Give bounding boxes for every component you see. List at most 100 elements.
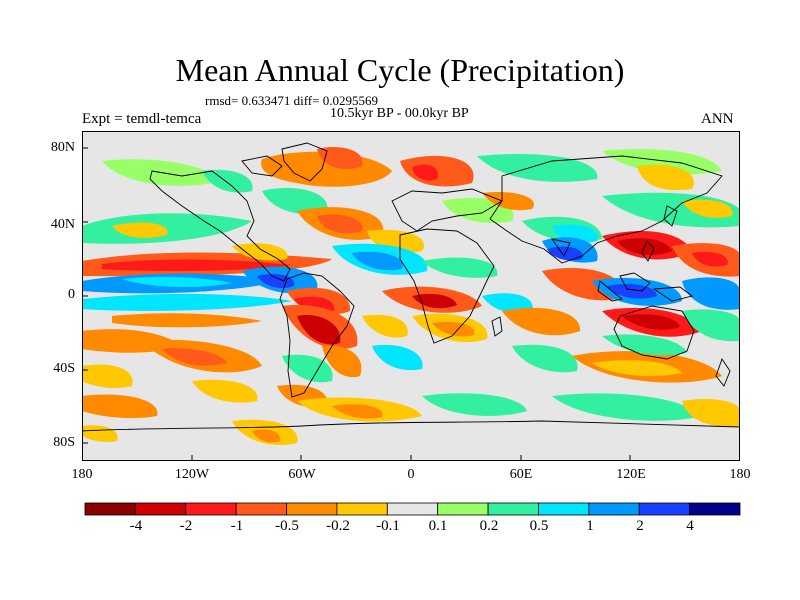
colorbar-box	[588, 502, 640, 516]
anomaly-patch	[552, 393, 702, 421]
anomaly-patch	[602, 149, 722, 175]
coastline-borneo	[619, 272, 651, 292]
anomaly-patch	[82, 425, 118, 442]
anomaly-patch	[682, 309, 740, 342]
colorbar-label: -1	[230, 518, 244, 534]
colorbar-label: 0.2	[479, 518, 499, 534]
anomaly-patch	[422, 257, 498, 278]
anomaly-patch	[682, 199, 733, 218]
lon-label-60w: 60W	[288, 467, 316, 482]
colorbar-boxes	[84, 502, 741, 516]
coastline-antarctica	[82, 420, 740, 432]
map-frame	[82, 131, 740, 461]
colorbar-label: -0.2	[326, 518, 350, 534]
anomaly-patch	[162, 348, 227, 366]
anomaly-patch	[362, 314, 408, 338]
anomaly-patch	[607, 284, 657, 299]
anomaly-patch	[592, 360, 682, 376]
anomaly-patch	[192, 379, 258, 403]
colorbar-label: -0.5	[275, 518, 299, 534]
colorbar-box	[84, 502, 136, 516]
anomaly-patch	[322, 345, 362, 378]
anomaly-patch	[112, 222, 168, 238]
colorbar-box	[336, 502, 388, 516]
anomaly-patch	[332, 404, 383, 419]
colorbar-box	[487, 502, 539, 516]
coastline-madagascar	[491, 316, 503, 337]
period-line: 10.5kyr BP - 00.0kyr BP	[330, 106, 469, 121]
anomaly-patch	[352, 251, 403, 271]
colorbar-box	[134, 502, 187, 516]
coastline-greenland	[281, 142, 328, 182]
experiment-label: Expt = temdl-temca	[82, 111, 202, 127]
anomaly-patch	[82, 364, 133, 389]
anomaly-patch	[252, 429, 281, 443]
anomaly-patch	[82, 293, 292, 311]
colorbar-box	[689, 502, 741, 516]
colorbar-label: 1	[586, 518, 594, 534]
anomaly-patch	[82, 213, 252, 244]
anomaly-patch	[102, 259, 292, 272]
coastline-north-america	[149, 170, 291, 282]
colorbar-label: 4	[686, 518, 694, 534]
colorbar-box	[386, 502, 439, 516]
coastline-south-america	[279, 272, 355, 398]
colorbar-box	[538, 502, 590, 516]
anomaly-patch	[372, 344, 423, 371]
anomaly-patch	[262, 187, 328, 215]
lat-label-40n: 40N	[50, 217, 75, 232]
lon-label-0: 0	[407, 467, 415, 482]
lat-label-80n: 80N	[50, 140, 75, 155]
colorbar-label: 0.5	[529, 518, 549, 534]
coastline-new-guinea	[652, 286, 694, 302]
anomaly-patch	[112, 313, 262, 328]
anomaly-field	[82, 146, 740, 445]
anomaly-patch	[202, 169, 253, 193]
anomaly-patch	[692, 251, 728, 267]
lat-label-40s: 40S	[53, 361, 75, 376]
anomaly-patch	[602, 334, 687, 356]
coastline-india	[550, 238, 571, 257]
anomaly-patch	[297, 315, 341, 345]
lat-label-0: 0	[68, 287, 75, 302]
coastline-asia	[489, 155, 723, 264]
anomaly-patch	[482, 293, 533, 313]
lon-label-180w: 180	[71, 467, 93, 482]
anomaly-patch	[412, 293, 457, 309]
anomaly-patch	[552, 224, 598, 243]
anomaly-patch	[412, 164, 438, 181]
colorbar-box	[286, 502, 338, 516]
stats-line: rmsd= 0.633471 diff= 0.0295569	[205, 93, 378, 108]
season-label: ANN	[701, 111, 734, 127]
anomaly-patch	[317, 146, 363, 170]
coastline-canadian-arctic	[241, 155, 283, 177]
anomaly-patch	[317, 214, 363, 234]
anomaly-patch	[622, 314, 680, 330]
anomaly-patch	[432, 321, 475, 337]
anomaly-patch	[502, 307, 581, 336]
coastline-japan	[663, 205, 678, 227]
anomaly-patch	[682, 399, 740, 427]
coastline-new-zealand	[715, 358, 731, 387]
lon-label-120e: 120E	[616, 467, 646, 482]
coastline-europe	[391, 188, 504, 232]
anomaly-patch	[82, 394, 158, 419]
coastline-africa	[399, 228, 495, 344]
colorbar-label: -4	[129, 518, 143, 534]
colorbar-label: 0.1	[428, 518, 448, 534]
coastlines	[82, 142, 740, 432]
precipitation-map	[82, 131, 740, 461]
colorbar-box	[437, 502, 489, 516]
colorbar-box	[235, 502, 287, 516]
anomaly-patch	[477, 153, 598, 182]
coastline-philippines	[641, 240, 655, 262]
colorbar-label: 2	[636, 518, 644, 534]
colorbar-box	[185, 502, 237, 516]
lon-label-120w: 120W	[174, 467, 210, 482]
coastline-sumatra	[597, 280, 624, 302]
anomaly-patch	[482, 191, 534, 211]
lon-label-60e: 60E	[509, 467, 533, 482]
anomaly-patch	[122, 276, 232, 288]
anomaly-patch	[422, 393, 527, 416]
chart-title: Mean Annual Cycle (Precipitation)	[175, 52, 625, 88]
